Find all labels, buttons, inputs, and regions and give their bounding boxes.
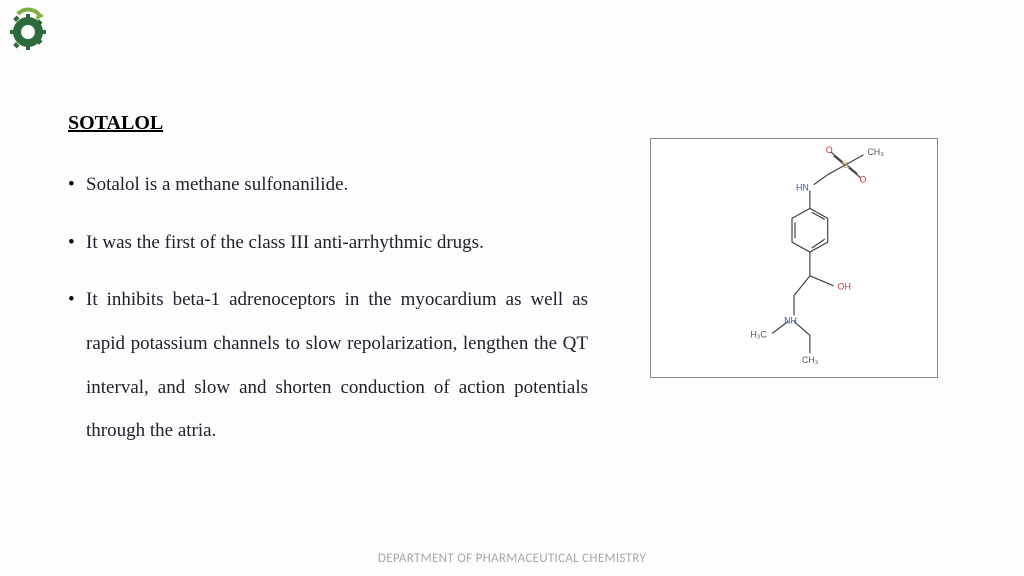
bullet-item: It inhibits beta-1 adrenoceptors in the … — [68, 278, 588, 453]
label-h3c: H₃C — [750, 329, 767, 339]
label-o: O — [826, 145, 833, 155]
label-ch3-top: CH₃ — [867, 147, 884, 157]
bullet-list: Sotalol is a methane sulfonanilide. It w… — [68, 163, 588, 453]
chemical-structure-figure: CH₃ O O S HN OH NH H₃C CH₃ — [650, 138, 938, 378]
slide-title: SOTALOL — [68, 112, 588, 135]
slide-content: SOTALOL Sotalol is a methane sulfonanili… — [68, 112, 588, 467]
label-o: O — [859, 175, 866, 185]
label-hn: HN — [796, 183, 809, 193]
bullet-item: Sotalol is a methane sulfonanilide. — [68, 163, 588, 207]
label-s: S — [843, 160, 849, 170]
institution-logo — [6, 6, 50, 50]
bullet-item: It was the first of the class III anti-a… — [68, 221, 588, 265]
slide-footer: DEPARTMENT OF PHARMACEUTICAL CHEMISTRY — [0, 551, 1024, 566]
label-nh: NH — [784, 315, 797, 325]
label-oh: OH — [838, 282, 851, 292]
label-ch3-bot: CH₃ — [802, 355, 819, 365]
